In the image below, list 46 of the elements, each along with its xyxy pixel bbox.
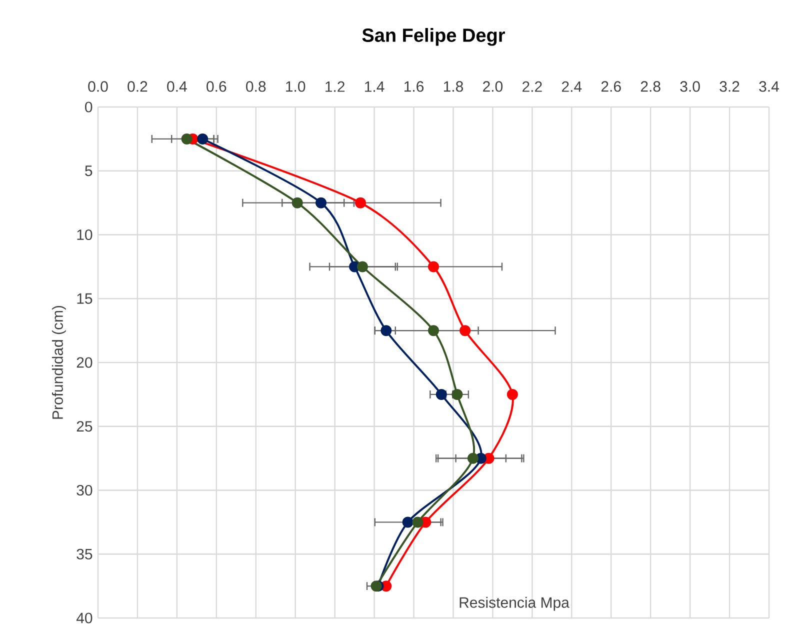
point: [181, 133, 192, 144]
point: [292, 197, 303, 208]
y-tick-label: 30: [76, 484, 92, 496]
x-tick-label: 1.0: [286, 81, 306, 92]
point: [316, 197, 327, 208]
x-tick-label: 0.0: [88, 81, 108, 92]
point: [436, 388, 447, 400]
x-tick-label: 2.6: [601, 81, 621, 92]
point: [354, 197, 366, 208]
y-tick-label: 0: [85, 102, 92, 112]
point: [452, 388, 463, 400]
x-tick-label: 3.0: [680, 81, 700, 92]
y-tick-label: 40: [76, 612, 92, 624]
x-tick-label: 2.0: [483, 81, 503, 92]
y-tick-label: 15: [77, 293, 92, 304]
point: [428, 261, 439, 272]
x-tick-label: 1.4: [365, 81, 384, 92]
point: [467, 452, 478, 464]
y-tick-label: 5: [85, 166, 92, 176]
point: [506, 388, 518, 400]
y-tick-label: 20: [76, 357, 92, 368]
point: [356, 261, 368, 272]
y-axis-title: Profundidad (cm): [52, 306, 66, 419]
x-tick-label: 3.2: [720, 81, 740, 92]
point: [428, 325, 439, 336]
point: [197, 133, 208, 144]
x-tick-label: 0.4: [167, 81, 187, 92]
y-tick-label: 25: [76, 421, 92, 432]
point: [380, 325, 392, 336]
x-tick-label: 1.6: [404, 81, 424, 92]
x-tick-label: 0.6: [206, 81, 226, 92]
x-tick-label: 0.2: [128, 81, 148, 92]
x-tick-label: 2.4: [562, 81, 582, 92]
x-tick-label: 3.4: [759, 81, 779, 92]
x-tick-label: 0.8: [246, 81, 266, 92]
x-tick-label: 2.2: [522, 81, 542, 92]
x-axis-title: Resistencia Mpa: [460, 596, 570, 611]
chart-title: San Felipe Degr: [362, 28, 505, 46]
x-tick-label: 2.8: [640, 81, 660, 92]
point: [412, 516, 424, 528]
y-tick-label: 35: [76, 548, 92, 560]
x-tick-label: 1.8: [444, 81, 464, 92]
point: [460, 325, 471, 336]
x-tick-label: 1.2: [326, 81, 344, 92]
point: [402, 516, 414, 528]
y-tick-label: 10: [77, 229, 92, 240]
